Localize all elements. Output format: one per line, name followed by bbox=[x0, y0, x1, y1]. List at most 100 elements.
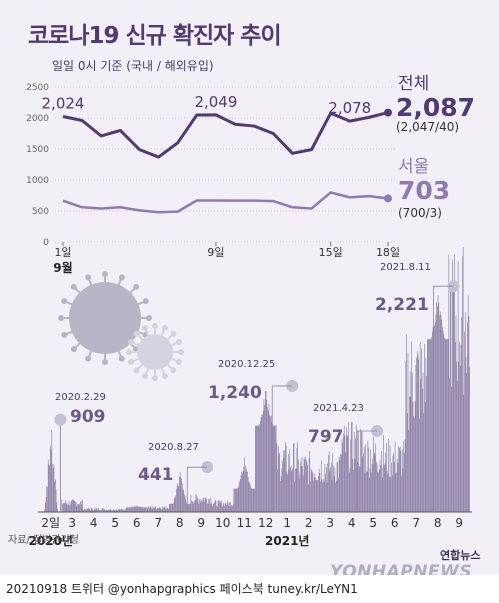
bar bbox=[317, 479, 318, 512]
bar bbox=[77, 504, 78, 512]
x-tick-label: 18일 bbox=[376, 245, 400, 259]
bar bbox=[65, 503, 67, 512]
virus-spike-tip bbox=[127, 339, 134, 346]
bar bbox=[161, 509, 163, 512]
bar bbox=[401, 476, 402, 512]
bar bbox=[393, 453, 394, 512]
bar bbox=[253, 488, 255, 512]
bar bbox=[414, 417, 415, 512]
bar bbox=[169, 503, 170, 512]
bar bbox=[136, 506, 137, 512]
bar bbox=[248, 481, 250, 512]
bar bbox=[181, 478, 182, 512]
bar bbox=[236, 488, 238, 512]
bar bbox=[120, 509, 121, 512]
bar bbox=[156, 508, 158, 512]
bar bbox=[457, 261, 459, 512]
bar bbox=[275, 425, 276, 512]
bar bbox=[274, 425, 275, 512]
bar bbox=[270, 416, 271, 512]
bar bbox=[311, 470, 313, 512]
bar bbox=[95, 508, 96, 512]
bar bbox=[342, 443, 344, 512]
bar bbox=[122, 509, 124, 512]
bar bbox=[218, 499, 220, 512]
bar bbox=[422, 372, 424, 512]
bar bbox=[97, 509, 98, 512]
bar bbox=[161, 509, 162, 512]
bar bbox=[220, 502, 222, 512]
bar bbox=[273, 425, 275, 512]
bar bbox=[191, 500, 192, 512]
bar bbox=[430, 339, 432, 512]
bar bbox=[206, 503, 208, 512]
bar bbox=[381, 450, 382, 512]
annotation-marker bbox=[54, 413, 67, 426]
bar bbox=[110, 510, 112, 512]
bar bbox=[356, 425, 357, 512]
bar bbox=[381, 477, 383, 512]
bar bbox=[265, 390, 266, 512]
x-tick-label: 6 bbox=[133, 516, 141, 530]
bar bbox=[299, 473, 301, 512]
bar bbox=[427, 339, 429, 512]
virus-spike-tip bbox=[142, 298, 149, 305]
bar bbox=[322, 482, 324, 512]
bar bbox=[410, 396, 412, 512]
bar bbox=[262, 410, 264, 512]
bar bbox=[100, 510, 102, 512]
bar bbox=[288, 469, 290, 512]
bar bbox=[368, 447, 369, 512]
bar bbox=[378, 469, 380, 512]
bar bbox=[421, 348, 422, 512]
bar bbox=[157, 507, 159, 512]
bar bbox=[237, 487, 239, 512]
bar bbox=[184, 495, 186, 512]
bar bbox=[94, 508, 96, 512]
bar bbox=[263, 398, 265, 512]
bar bbox=[280, 480, 281, 512]
bar bbox=[412, 401, 414, 512]
bar bbox=[188, 503, 189, 512]
bar bbox=[366, 470, 367, 512]
bar bbox=[312, 472, 313, 512]
bar bbox=[175, 495, 177, 512]
bar bbox=[276, 442, 278, 512]
bar bbox=[133, 506, 134, 512]
bar bbox=[62, 504, 63, 512]
bar bbox=[105, 510, 106, 512]
bar bbox=[64, 503, 66, 512]
bar bbox=[75, 501, 76, 512]
bar bbox=[206, 498, 207, 512]
bar bbox=[45, 502, 46, 512]
bar bbox=[295, 468, 296, 512]
bar bbox=[260, 420, 261, 512]
x-tick-label: 5 bbox=[369, 516, 377, 530]
bar bbox=[373, 436, 374, 512]
bar bbox=[86, 507, 88, 512]
bar bbox=[217, 501, 219, 512]
bar bbox=[458, 361, 460, 512]
bar bbox=[313, 480, 314, 512]
bar bbox=[292, 443, 294, 512]
bar bbox=[277, 445, 279, 512]
bar bbox=[358, 465, 360, 512]
bar bbox=[447, 339, 448, 512]
annotation-value: 1,240 bbox=[208, 383, 262, 403]
news-logo: 연합뉴스 bbox=[440, 549, 481, 562]
x-tick-label: 2일 bbox=[41, 516, 60, 530]
virus-spike-tip bbox=[118, 355, 125, 362]
bar bbox=[148, 508, 150, 512]
bar bbox=[242, 471, 244, 512]
bar bbox=[293, 442, 295, 512]
bar bbox=[137, 506, 139, 512]
virus-illustration bbox=[58, 271, 184, 381]
bar bbox=[466, 373, 468, 512]
bar bbox=[379, 459, 381, 512]
bar bbox=[406, 334, 407, 512]
bar bbox=[163, 507, 165, 512]
bar bbox=[49, 465, 50, 512]
bar bbox=[158, 507, 160, 512]
bar bbox=[386, 471, 388, 512]
bar bbox=[389, 476, 390, 512]
